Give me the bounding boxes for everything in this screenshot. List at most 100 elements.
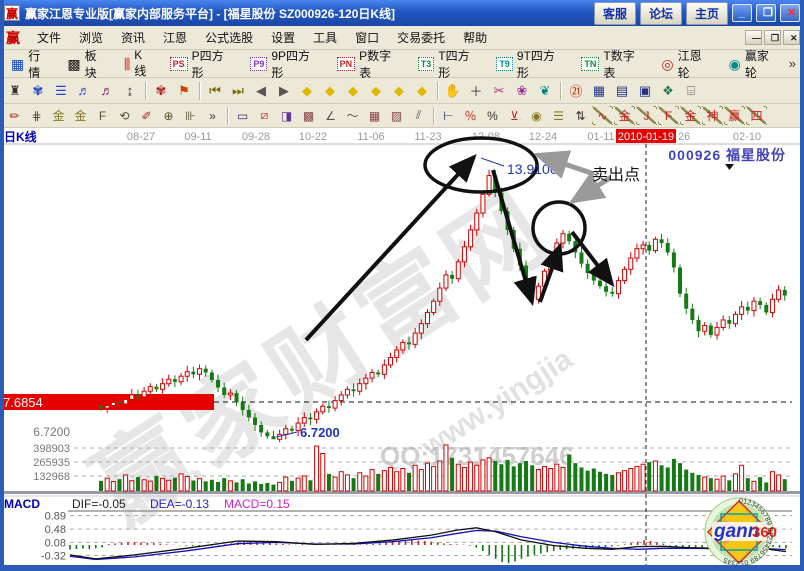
toolbar-button-t-square[interactable]: T3 T四方形 (411, 44, 488, 84)
service-button[interactable]: 客服 (593, 1, 636, 25)
toolbar-button-winner-wheel[interactable]: ◉ 赢家轮 (722, 44, 787, 84)
tool-pan-hand[interactable]: ✋ (444, 82, 462, 98)
tool-prev[interactable]: ◀ (256, 82, 266, 98)
tool-win-angle[interactable]: 赢 (724, 106, 745, 125)
tool-save[interactable]: ▣ (638, 82, 652, 98)
tool-cut[interactable]: ✂ (493, 82, 505, 98)
tool-next[interactable]: ▶ (279, 82, 289, 98)
tool-grid-box[interactable]: ▦ (368, 108, 381, 123)
tool-grid-tool[interactable]: ⋕ (31, 108, 42, 123)
tool-four-angle[interactable]: 四 (746, 106, 767, 125)
toolbar-button-p-square[interactable]: PS P四方形 (163, 44, 242, 84)
tool-angle-tool[interactable]: ∠ (325, 108, 336, 123)
toolbar-overflow-chevron[interactable]: » (788, 56, 796, 71)
tool-grid-box-2[interactable]: ▨ (390, 108, 403, 123)
tool-zoom-all[interactable]: ◆ (417, 82, 427, 98)
tool-pattern[interactable]: ✾ (32, 82, 44, 98)
tool-gold-circle[interactable]: ◉ (531, 108, 542, 123)
tool-net-box[interactable]: ▩ (302, 108, 315, 123)
home-button[interactable]: 主页 (685, 1, 728, 25)
forum-button[interactable]: 论坛 (639, 1, 682, 25)
menu-item-5[interactable]: 设置 (271, 31, 296, 45)
menu-item-0[interactable]: 文件 (37, 31, 62, 45)
tool-gold-angle-2[interactable]: 金 (680, 106, 701, 125)
tool-spiral[interactable]: ⟲ (119, 108, 130, 123)
tool-network[interactable]: ❖ (662, 82, 674, 98)
tool-first-page[interactable]: ⏮ (209, 82, 221, 98)
tool-updown-tool[interactable]: ⇅ (575, 108, 586, 123)
tool-zoom-v[interactable]: ◆ (394, 82, 404, 98)
menu-bar: 赢 文件 浏览 资讯 江恩 公式选股 设置 工具 窗口 交易委托 帮助 — ❐ ✕ (4, 26, 800, 50)
menu-item-4[interactable]: 公式选股 (205, 31, 254, 45)
date-tick: 11-06 (357, 131, 384, 143)
tool-wave-tool[interactable]: 〜 (346, 109, 359, 123)
tool-circle-grid[interactable]: ⊕ (163, 108, 174, 123)
tool-gold-grid-2[interactable]: 金 (74, 109, 87, 123)
menu-item-3[interactable]: 江恩 (163, 31, 188, 45)
tool-pen-2[interactable]: ✐ (141, 108, 152, 123)
tool-percent[interactable]: % (487, 108, 498, 123)
tool-gann-flower[interactable]: ❀ (516, 82, 528, 98)
tool-crosshair[interactable]: ＋ (469, 84, 483, 99)
tool-tick-grid[interactable]: ⊪ (185, 108, 196, 123)
tool-pen[interactable]: ✏ (9, 108, 20, 123)
tool-f-grid[interactable]: F (98, 108, 107, 123)
tool-remote[interactable]: ⌸ (687, 82, 695, 98)
toolbar-button-9p-square[interactable]: P9 9P四方形 (243, 44, 327, 84)
tool-kline-type[interactable]: ♜ (9, 82, 21, 98)
tool-gold-angle[interactable]: 金 (614, 106, 635, 125)
tool-zoom-left[interactable]: ◆ (302, 82, 312, 98)
toolbar-button-kline[interactable]: ⫼ K线 (117, 45, 161, 82)
tool-notes[interactable]: ▤ (615, 82, 629, 98)
macd-dif-label: DIF=-0.05 (72, 497, 126, 511)
tool-last-page[interactable]: ⏭ (232, 82, 244, 98)
tool-fan-box[interactable]: ◨ (280, 108, 293, 123)
tool-ruler[interactable]: ⊢ (443, 108, 454, 123)
maximize-button[interactable]: ❐ (756, 4, 776, 22)
tool-fan-lines[interactable]: ⧄ (260, 108, 269, 122)
tool-pattern-red[interactable]: ✾ (155, 82, 167, 98)
tool-wave-gold[interactable]: ∿ (592, 106, 613, 125)
menu-item-8[interactable]: 交易委托 (397, 31, 446, 45)
mdi-close-button[interactable]: ✕ (783, 30, 800, 45)
tool-gold-lines[interactable]: ☰ (553, 108, 564, 123)
tool-j-angle[interactable]: J (636, 106, 657, 125)
tool-percent-box[interactable]: ％ (464, 109, 477, 123)
tool-list[interactable]: ☰ (55, 82, 67, 98)
menu-item-2[interactable]: 资讯 (121, 31, 146, 45)
mdi-restore-button[interactable]: ❐ (764, 30, 781, 45)
menu-item-7[interactable]: 窗口 (355, 31, 380, 45)
menu-item-9[interactable]: 帮助 (463, 31, 488, 45)
tool-calendar[interactable]: ㉑ (569, 84, 583, 99)
tool-box-tool[interactable]: ▭ (236, 108, 249, 123)
cursor-date-highlight (616, 129, 676, 143)
tool-zoom-in[interactable]: ◆ (371, 82, 381, 98)
menu-item-1[interactable]: 浏览 (79, 31, 104, 45)
toolbar-button-p-table[interactable]: PN P数字表 (330, 44, 409, 84)
toolbar-button-quotes[interactable]: ▦ 行情 (4, 44, 58, 84)
tool-more-tools[interactable]: » (209, 108, 216, 123)
close-button[interactable]: ✕ (780, 4, 800, 22)
tool-scale[interactable]: ↨ (126, 83, 134, 98)
menu-item-6[interactable]: 工具 (313, 31, 338, 45)
tool-chart-9[interactable]: ♬ (100, 83, 114, 98)
toolbar-button-t-table[interactable]: TN T数字表 (574, 44, 652, 84)
tool-parallel-lines[interactable]: ⫽ (415, 108, 422, 122)
toolbar-button-sectors[interactable]: ▩ 板块 (60, 44, 114, 84)
tool-flag[interactable]: ⚑ (178, 82, 190, 98)
toolbar-button-gann-wheel[interactable]: ◎ 江恩轮 (654, 44, 719, 84)
chart-area[interactable]: 赢家财富网 www.yingjia QQ:1731457646 08-27 09-11 0… (0, 128, 804, 565)
tool-percent-line[interactable]: ⊻ (510, 108, 519, 123)
tool-calculator[interactable]: ▦ (592, 82, 606, 98)
tool-gold-grid[interactable]: 金 (52, 109, 65, 123)
tool-f-angle[interactable]: F (658, 106, 679, 125)
tool-zoom-right[interactable]: ◆ (325, 82, 335, 98)
minimize-button[interactable]: _ (732, 4, 752, 22)
tool-zoom-h[interactable]: ◆ (348, 82, 358, 98)
tool-chart-3[interactable]: ♬ (77, 83, 91, 98)
mdi-minimize-button[interactable]: — (745, 30, 762, 45)
tool-shen-angle[interactable]: 神 (702, 106, 723, 125)
toolbar-button-9t-square[interactable]: T9 9T四方形 (489, 44, 572, 84)
tool-gann-brain[interactable]: ❦ (539, 82, 551, 98)
